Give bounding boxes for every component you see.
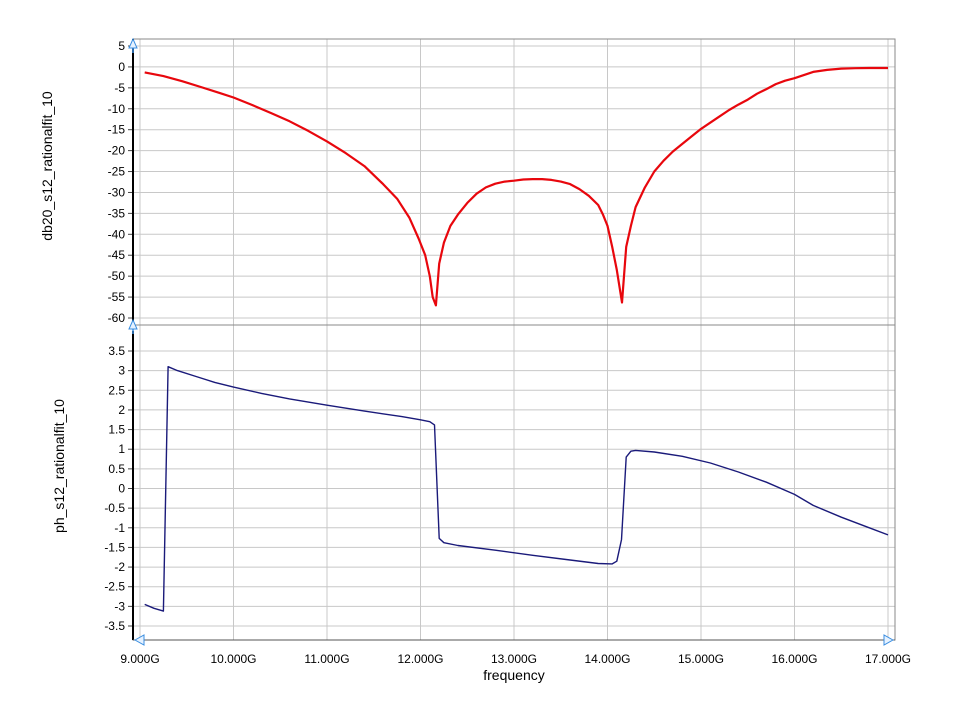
bottom-y-tick-label: 0.5 — [108, 462, 125, 476]
x-range-start-handle-icon[interactable] — [133, 634, 145, 646]
bottom-y-tick-label: 1 — [118, 442, 125, 456]
bottom-y-tick-label: 0 — [118, 482, 125, 496]
bottom-series-line — [144, 366, 889, 612]
x-tick-label: 13.000G — [491, 652, 537, 666]
top-y-tick-label: 5 — [118, 39, 125, 53]
top-y-tick-label: -15 — [108, 123, 126, 137]
top-y-tick-label: -5 — [114, 81, 125, 95]
bottom-y-tick-label: -3.5 — [104, 619, 125, 633]
bottom-y-axis-label: ph_s12_rationalfit_10 — [51, 399, 67, 533]
bottom-y-tick-label: -2.5 — [104, 580, 125, 594]
top-y-axis-label: db20_s12_rationalfit_10 — [39, 91, 55, 241]
bottom-y-tick-label: 1.5 — [108, 423, 125, 437]
top-y-tick-label: -30 — [108, 185, 126, 199]
bottom-y-tick-label: 2.5 — [108, 383, 125, 397]
bottom-y-tick-label: 3 — [118, 364, 125, 378]
x-tick-label: 12.000G — [397, 652, 443, 666]
bottom-y-tick-label: -2 — [114, 560, 125, 574]
top-y-tick-label: -20 — [108, 144, 126, 158]
x-tick-label: 16.000G — [771, 652, 817, 666]
top-y-tick-label: -10 — [108, 102, 126, 116]
x-tick-label: 17.000G — [865, 652, 911, 666]
x-tick-label: 15.000G — [678, 652, 724, 666]
x-tick-label: 11.000G — [304, 652, 349, 666]
bottom-y-tick-label: 3.5 — [108, 344, 125, 358]
x-tick-label: 10.000G — [210, 652, 256, 666]
bottom-y-tick-label: -1 — [114, 521, 125, 535]
top-y-tick-label: -60 — [108, 311, 126, 325]
top-y-tick-label: -50 — [108, 269, 126, 283]
handle-layer[interactable] — [128, 37, 895, 646]
bottom-y-tick-label: -3 — [114, 599, 125, 613]
top-y-tick-label: -35 — [108, 206, 126, 220]
bottom-y-tick-label: -1.5 — [104, 540, 125, 554]
bottom-y-tick-label: -0.5 — [104, 501, 125, 515]
series-layer — [144, 66, 889, 612]
top-y-tick-label: -55 — [108, 290, 126, 304]
x-tick-label: 9.000G — [120, 652, 159, 666]
x-tick-label: 14.000G — [584, 652, 630, 666]
top-pane-upper-handle-icon[interactable] — [128, 37, 138, 49]
top-y-tick-label: -45 — [108, 248, 126, 262]
grid-layer — [133, 39, 895, 640]
tick-labels-layer: 9.000G 10.000G 11.000G 12.000G 13.000G 14.000… — [104, 39, 911, 666]
top-y-tick-label: -25 — [108, 165, 126, 179]
top-series-line — [144, 66, 888, 307]
x-range-end-handle-icon[interactable] — [883, 634, 895, 646]
top-y-tick-label: 0 — [118, 60, 125, 74]
frame-layer — [128, 38, 896, 641]
top-y-tick-label: -40 — [108, 227, 126, 241]
x-axis-label: frequency — [483, 667, 544, 683]
bottom-y-tick-label: 2 — [118, 403, 125, 417]
